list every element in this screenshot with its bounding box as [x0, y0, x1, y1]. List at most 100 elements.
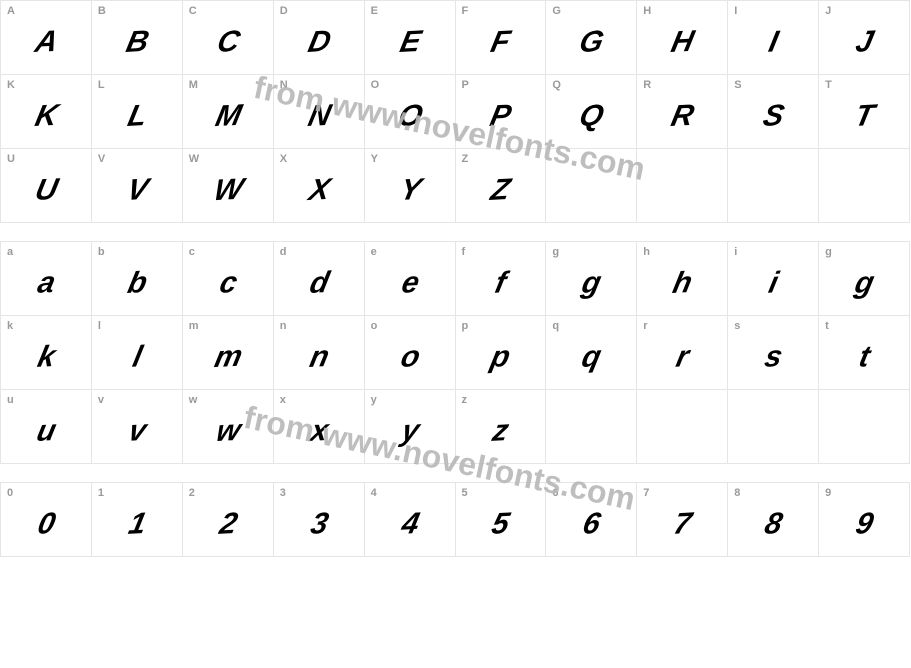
cell-label: V: [98, 153, 105, 165]
glyph-cell: WW: [183, 149, 274, 223]
cell-glyph: D: [305, 26, 332, 57]
cell-label: G: [552, 5, 561, 17]
glyph-cell: JJ: [819, 1, 910, 75]
cell-glyph: 8: [762, 509, 784, 540]
cell-label: U: [7, 153, 15, 165]
cell-label: S: [734, 79, 741, 91]
cell-glyph: 9: [853, 509, 875, 540]
cell-label: p: [462, 320, 469, 332]
cell-label: M: [189, 79, 198, 91]
glyph-cell-empty: [637, 390, 728, 464]
cell-label: z: [462, 394, 468, 406]
glyph-cell-empty: [728, 149, 819, 223]
glyph-cell: II: [728, 1, 819, 75]
glyph-cell: RR: [637, 75, 728, 149]
cell-glyph: S: [760, 101, 785, 132]
cell-glyph: 3: [308, 509, 330, 540]
cell-label: E: [371, 5, 378, 17]
section-uppercase: AABBCCDDEEFFGGHHIIJJKKLLMMNNOOPPQQRRSSTT…: [0, 0, 911, 223]
glyph-cell: YY: [365, 149, 456, 223]
glyph-cell: dd: [274, 242, 365, 316]
glyph-cell-empty: [637, 149, 728, 223]
cell-label: D: [280, 5, 288, 17]
cell-label: K: [7, 79, 15, 91]
cell-glyph: q: [579, 342, 603, 373]
glyph-cell: KK: [1, 75, 92, 149]
cell-glyph: U: [32, 174, 59, 205]
cell-label: n: [280, 320, 287, 332]
glyph-cell: SS: [728, 75, 819, 149]
cell-glyph: 0: [35, 509, 57, 540]
cell-label: h: [643, 246, 650, 258]
cell-glyph: X: [306, 175, 331, 206]
cell-glyph: p: [489, 342, 513, 373]
cell-label: a: [7, 246, 13, 258]
glyph-cell: ss: [728, 316, 819, 390]
glyph-cell: oo: [365, 316, 456, 390]
glyph-cell: FF: [456, 1, 547, 75]
cell-glyph: Z: [489, 175, 513, 206]
cell-label: g: [552, 246, 559, 258]
cell-label: 6: [552, 487, 558, 499]
cell-label: q: [552, 320, 559, 332]
glyph-cell-empty: [819, 149, 910, 223]
cell-label: T: [825, 79, 832, 91]
cell-glyph: N: [305, 100, 332, 131]
cell-label: 9: [825, 487, 831, 499]
glyph-cell: ZZ: [456, 149, 547, 223]
cell-glyph: Y: [397, 175, 422, 206]
cell-label: c: [189, 246, 195, 258]
cell-label: L: [98, 79, 105, 91]
glyph-grid: AABBCCDDEEFFGGHHIIJJKKLLMMNNOOPPQQRRSSTT…: [0, 0, 910, 223]
cell-glyph: C: [214, 26, 241, 57]
glyph-cell: NN: [274, 75, 365, 149]
cell-label: B: [98, 5, 106, 17]
glyph-cell: OO: [365, 75, 456, 149]
cell-label: W: [189, 153, 199, 165]
cell-glyph: y: [399, 416, 421, 447]
glyph-cell: AA: [1, 1, 92, 75]
glyph-cell: LL: [92, 75, 183, 149]
cell-label: 0: [7, 487, 13, 499]
cell-label: x: [280, 394, 286, 406]
cell-glyph: W: [211, 174, 245, 205]
cell-label: Q: [552, 79, 561, 91]
cell-label: l: [98, 320, 101, 332]
glyph-cell: EE: [365, 1, 456, 75]
cell-glyph: l: [130, 342, 144, 372]
glyph-cell: GG: [546, 1, 637, 75]
cell-glyph: F: [489, 27, 513, 58]
glyph-cell: UU: [1, 149, 92, 223]
cell-label: d: [280, 246, 287, 258]
cell-glyph: a: [35, 268, 57, 299]
section-digits: 00112233445566778899: [0, 482, 911, 557]
glyph-cell-empty: [819, 390, 910, 464]
glyph-cell: CC: [183, 1, 274, 75]
cell-glyph: V: [124, 175, 149, 206]
cell-glyph: z: [490, 416, 510, 447]
cell-glyph: f: [493, 268, 508, 298]
cell-glyph: O: [395, 100, 424, 131]
cell-label: H: [643, 5, 651, 17]
cell-glyph: 4: [399, 509, 421, 540]
glyph-cell-empty: [546, 390, 637, 464]
cell-label: u: [7, 394, 14, 406]
glyph-cell: ii: [728, 242, 819, 316]
glyph-cell: bb: [92, 242, 183, 316]
cell-glyph: x: [308, 416, 330, 447]
cell-label: 2: [189, 487, 195, 499]
cell-label: e: [371, 246, 377, 258]
cell-label: w: [189, 394, 198, 406]
cell-glyph: v: [126, 416, 148, 447]
cell-label: 8: [734, 487, 740, 499]
cell-glyph: T: [852, 101, 876, 132]
cell-glyph: w: [213, 415, 242, 446]
cell-label: y: [371, 394, 377, 406]
glyph-cell: 33: [274, 483, 365, 557]
cell-label: F: [462, 5, 469, 17]
cell-glyph: k: [35, 342, 57, 373]
cell-glyph: P: [488, 101, 513, 132]
glyph-cell: 55: [456, 483, 547, 557]
glyph-cell: 88: [728, 483, 819, 557]
glyph-cell: ee: [365, 242, 456, 316]
